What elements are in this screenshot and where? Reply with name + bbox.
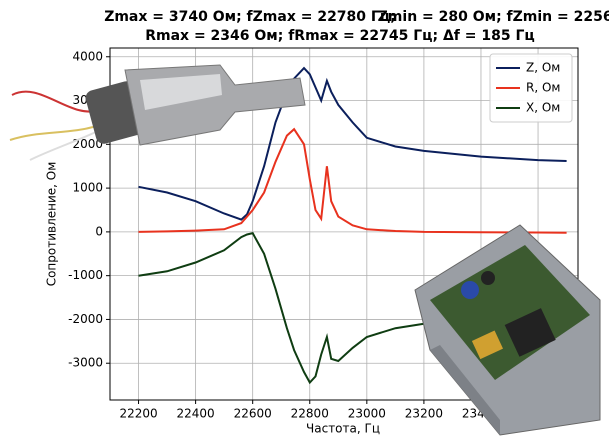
x-axis-label: Частота, Гц (306, 422, 380, 436)
x-tick-label: 22400 (177, 407, 215, 421)
x-tick-label: 22600 (234, 407, 272, 421)
x-tick-label: 23200 (405, 407, 443, 421)
chart: Zmax = 3740 Ом; fZmax = 22780 Гц; Zmin =… (0, 0, 609, 439)
x-tick-label: 22800 (291, 407, 329, 421)
legend-label: R, Ом (526, 81, 560, 95)
title-line: Zmax = 3740 Ом; fZmax = 22780 Гц; (104, 9, 396, 25)
y-tick-label: -3000 (68, 356, 103, 370)
y-axis-label: Сопротивление, Ом (45, 162, 59, 287)
legend-label: X, Ом (526, 101, 560, 115)
x-tick-label: 23000 (348, 407, 386, 421)
title-line: Zmin = 280 Ом; fZmin = 22560 (378, 9, 609, 25)
y-tick-label: -1000 (68, 268, 103, 282)
y-tick-label: 4000 (72, 49, 103, 63)
y-tick-label: -2000 (68, 312, 103, 326)
y-tick-label: 0 (95, 224, 103, 238)
y-tick-label: 1000 (72, 181, 103, 195)
x-tick-label: 22200 (119, 407, 157, 421)
title-line: Rmax = 2346 Ом; fRmax = 22745 Гц; Δf = 1… (145, 28, 535, 44)
legend-label: Z, Ом (526, 61, 560, 75)
